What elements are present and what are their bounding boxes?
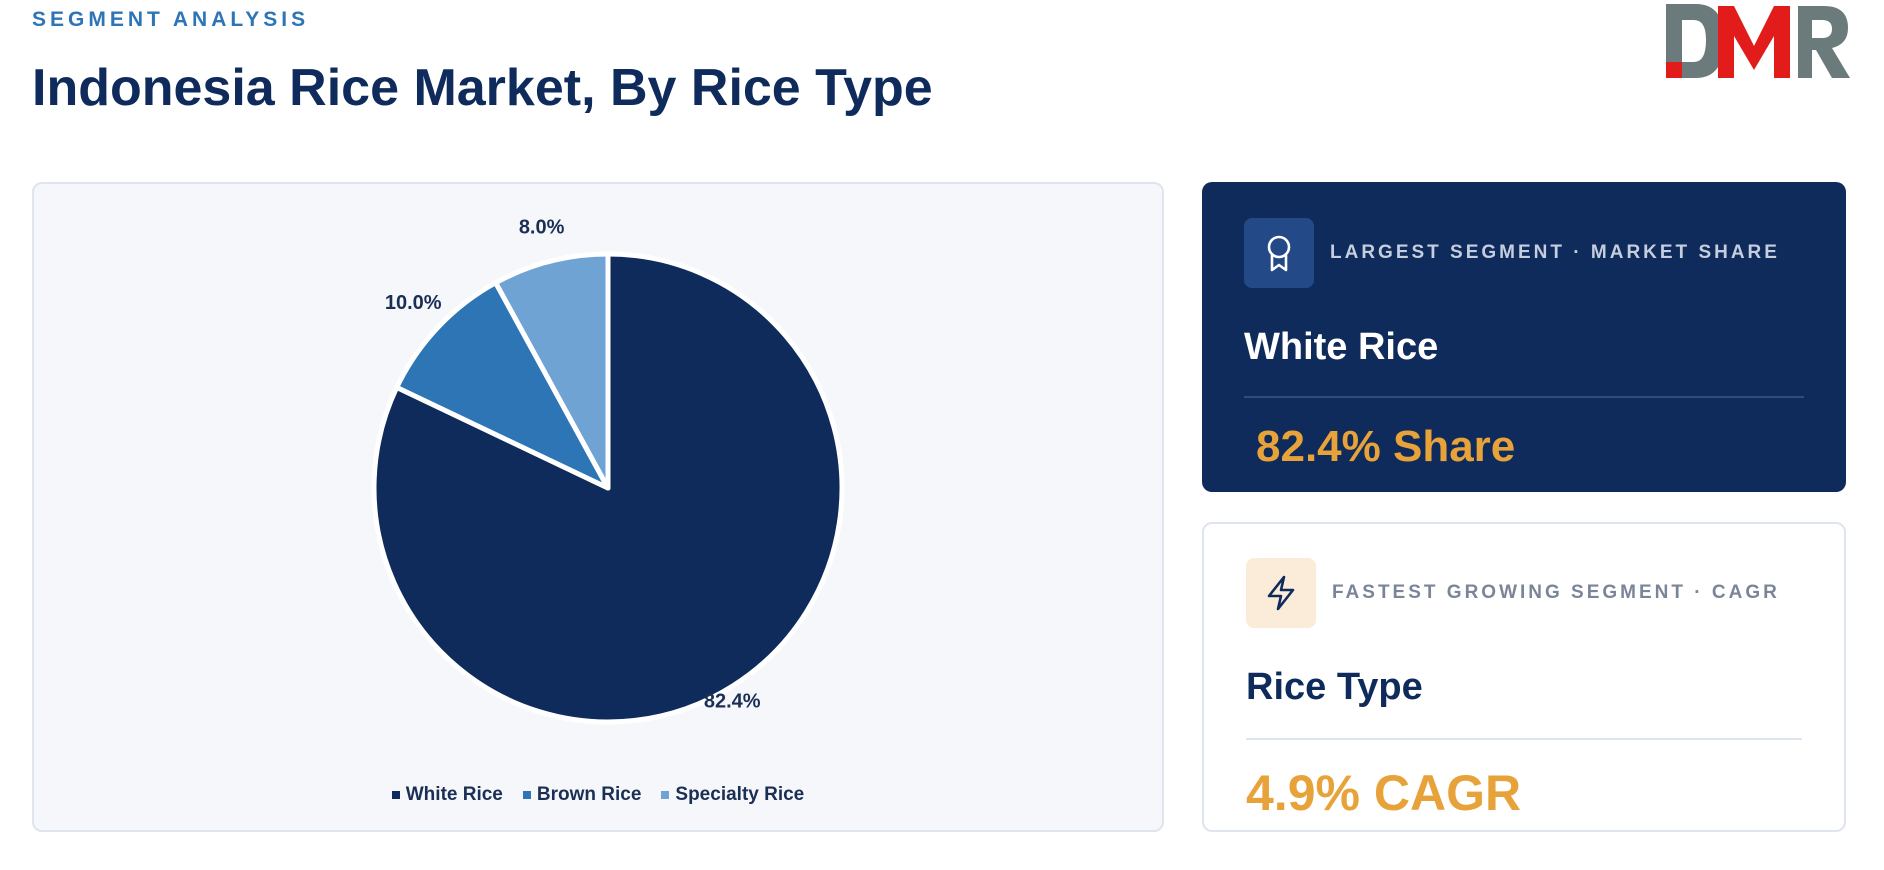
largest-segment-card: LARGEST SEGMENT · MARKET SHARE White Ric… <box>1202 182 1846 492</box>
fastest-segment-metric: 4.9% CAGR <box>1246 765 1522 821</box>
pie-label-specialty-rice: 8.0% <box>519 217 565 239</box>
legend-item-specialty-rice[interactable]: Specialty Rice <box>661 784 804 806</box>
card-divider <box>1244 396 1804 398</box>
section-eyebrow: SEGMENT ANALYSIS <box>32 8 310 31</box>
largest-segment-metric: 82.4% Share <box>1256 422 1516 471</box>
award-icon <box>1244 218 1314 288</box>
fastest-segment-name: Rice Type <box>1246 666 1423 708</box>
chart-card: 82.4% 10.0% 8.0% White Rice Brown Rice Spe… <box>32 182 1164 832</box>
fastest-segment-label: FASTEST GROWING SEGMENT · CAGR <box>1332 582 1780 603</box>
legend-swatch <box>661 791 670 799</box>
fastest-segment-card: FASTEST GROWING SEGMENT · CAGR Rice Type… <box>1202 522 1846 832</box>
pie-label-white-rice: 82.4% <box>704 690 761 712</box>
lightning-icon <box>1246 558 1316 628</box>
legend-label: Specialty Rice <box>675 784 805 805</box>
legend-label: Brown Rice <box>536 784 642 805</box>
pie-slice-brown-rice[interactable] <box>394 280 611 491</box>
largest-segment-label: LARGEST SEGMENT · MARKET SHARE <box>1330 242 1780 263</box>
pie-chart: 82.4% 10.0% 8.0% <box>371 217 845 725</box>
legend-item-brown-rice[interactable]: Brown Rice <box>522 784 642 806</box>
largest-segment-name: White Rice <box>1244 326 1439 368</box>
chart-legend: White Rice Brown Rice Specialty Rice <box>34 784 1162 806</box>
legend-item-white-rice[interactable]: White Rice <box>391 784 503 806</box>
legend-label: White Rice <box>405 784 503 805</box>
pie-label-brown-rice: 10.0% <box>385 292 442 314</box>
page-title: Indonesia Rice Market, By Rice Type <box>32 59 933 117</box>
card-divider <box>1246 738 1802 740</box>
pie-slice-specialty-rice[interactable] <box>493 251 611 491</box>
legend-swatch <box>522 791 531 799</box>
legend-swatch <box>391 791 400 799</box>
dmr-logo <box>1666 4 1850 78</box>
